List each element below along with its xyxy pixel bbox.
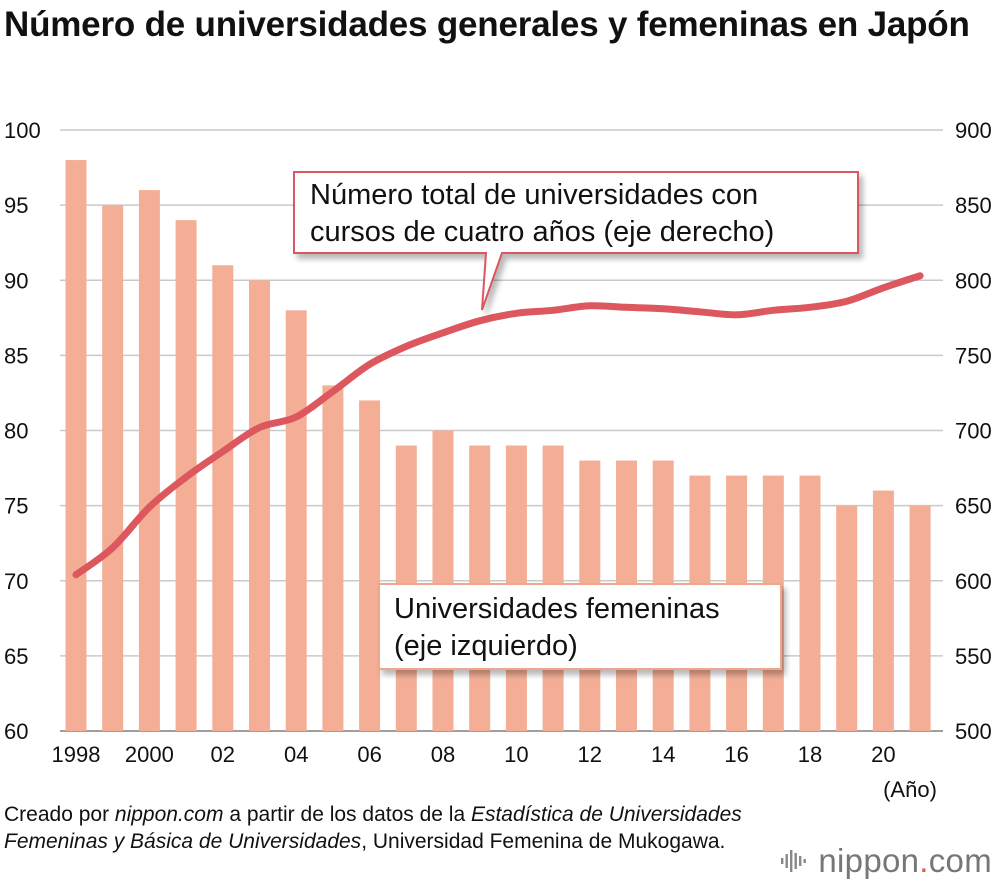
x-tick-label: 06 <box>357 742 381 767</box>
line-callout-line-1: Número total de universidades con <box>310 179 758 211</box>
bar <box>322 385 344 731</box>
series-line <box>72 272 924 579</box>
left-tick-label: 75 <box>4 494 28 519</box>
line-series <box>72 272 924 579</box>
x-tick-label: 10 <box>504 742 528 767</box>
x-tick-label: 08 <box>431 742 455 767</box>
bar <box>65 160 87 732</box>
source-note: Creado por nippon.com a partir de los da… <box>4 801 764 855</box>
brand-name: nippon.com <box>818 842 992 880</box>
right-tick-label: 650 <box>955 494 992 519</box>
bar <box>872 490 894 731</box>
wave-icon <box>781 850 807 872</box>
source-publication: Estadística de Universidades Femeninas y… <box>4 803 742 853</box>
right-tick-label: 500 <box>955 719 992 744</box>
right-tick-label: 800 <box>955 268 992 293</box>
chart-title: Número de universidades generales y feme… <box>4 5 970 44</box>
left-tick-label: 85 <box>4 343 28 368</box>
bar <box>799 475 821 731</box>
bar <box>836 505 858 731</box>
x-tick-label: 12 <box>578 742 602 767</box>
brand-dot: . <box>919 842 929 879</box>
line-callout: Número total de universidades con cursos… <box>293 171 859 311</box>
x-tick-label: 18 <box>798 742 822 767</box>
bar-callout-line-1: Universidades femeninas <box>394 593 720 625</box>
left-tick-label: 95 <box>4 193 28 218</box>
x-tick-label: 14 <box>651 742 675 767</box>
bar <box>359 400 381 731</box>
right-tick-label: 600 <box>955 569 992 594</box>
left-tick-label: 80 <box>4 419 28 444</box>
x-tick-label: 20 <box>871 742 895 767</box>
x-tick-label: 16 <box>724 742 748 767</box>
left-tick-label: 100 <box>4 118 41 143</box>
x-tick-label: 2000 <box>125 742 174 767</box>
x-axis-unit: (Año) <box>883 777 937 802</box>
left-tick-label: 60 <box>4 719 28 744</box>
right-tick-label: 550 <box>955 644 992 669</box>
bar <box>138 190 160 732</box>
brand-tld: com <box>928 842 992 879</box>
left-axis: 60 65 70 75 80 85 90 95 100 <box>4 118 41 744</box>
x-axis: 1998 2000 02 04 06 08 10 12 14 16 18 20 <box>52 742 896 767</box>
source-site: nippon.com <box>114 803 224 826</box>
bar <box>285 310 307 731</box>
x-tick-label: 1998 <box>52 742 101 767</box>
right-tick-label: 900 <box>955 118 992 143</box>
bar-callout-line-2: (eje izquierdo) <box>394 630 578 662</box>
line-callout-line-2: cursos de cuatro años (eje derecho) <box>310 216 774 248</box>
source-text-1: Creado por <box>4 803 115 826</box>
chart: 60 65 70 75 80 85 90 95 100 500 550 600 650 700 750 80… <box>4 118 992 802</box>
bar <box>212 265 234 731</box>
bar <box>102 205 124 731</box>
source-text-2: a partir de los datos de la <box>223 803 471 826</box>
right-tick-label: 750 <box>955 343 992 368</box>
right-axis: 500 550 600 650 700 750 800 850 900 <box>955 118 992 744</box>
x-tick-label: 02 <box>211 742 235 767</box>
left-tick-label: 90 <box>4 268 28 293</box>
x-tick-label: 04 <box>284 742 308 767</box>
bar <box>249 280 270 731</box>
bar-callout: Universidades femeninas (eje izquierdo) <box>378 583 782 670</box>
left-tick-label: 65 <box>4 644 28 669</box>
brand-word: nippon <box>818 842 920 879</box>
nippon-logo: nippon.com <box>780 836 992 886</box>
bar <box>909 505 931 731</box>
right-tick-label: 850 <box>955 193 992 218</box>
left-tick-label: 70 <box>4 569 28 594</box>
right-tick-label: 700 <box>955 419 992 444</box>
bar <box>432 430 454 731</box>
source-text-3: , Universidad Femenina de Mukogawa. <box>361 830 726 853</box>
